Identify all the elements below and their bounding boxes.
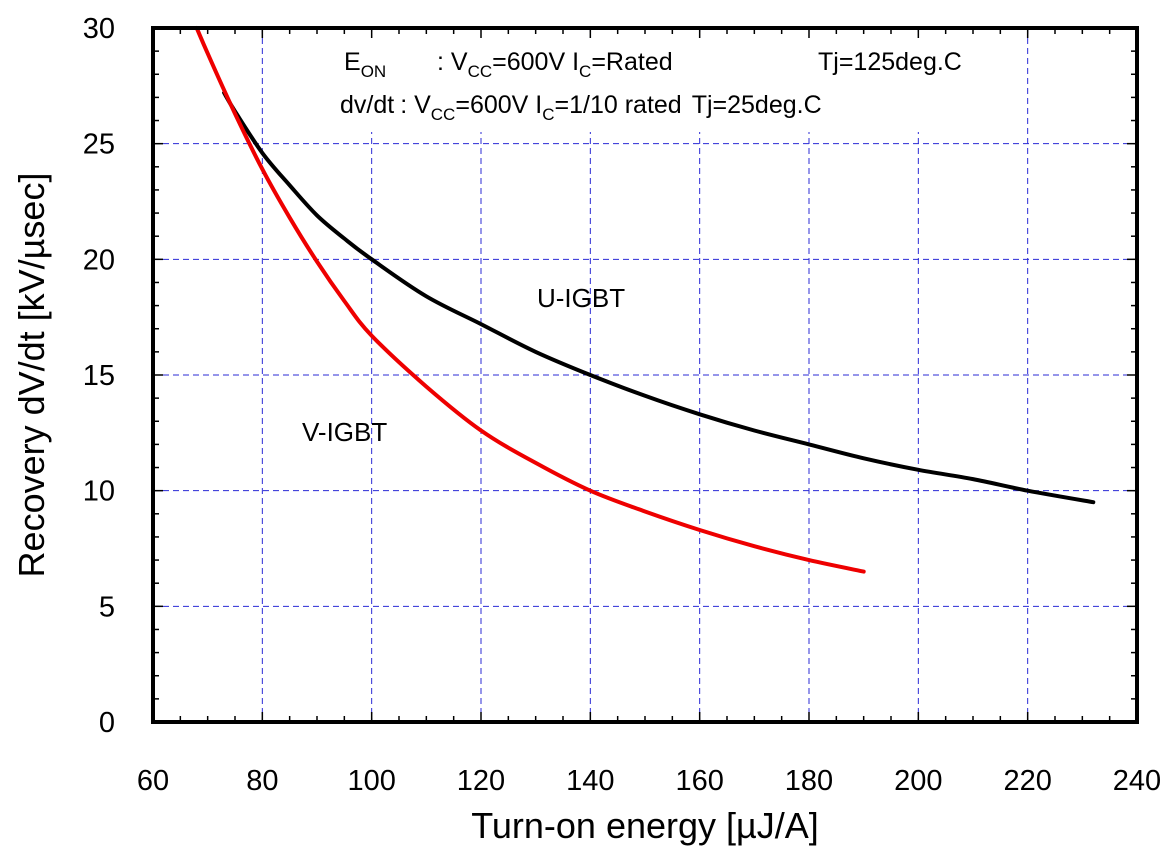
dvdt-ic-sub: C [542, 105, 554, 124]
dvdt-tj: Tj=25deg.C [692, 91, 822, 119]
y-tick-labels: 0 5 10 15 20 25 30 [83, 13, 115, 739]
x-tick-label: 220 [1003, 765, 1051, 797]
dvdt-condition-note: dv/dt: VCC=600V IC=1/10 rated Tj=25deg.C [340, 91, 822, 124]
x-axis-title: Turn-on energy [µJ/A] [471, 805, 819, 846]
eon-vcc-sub: CC [468, 62, 493, 81]
y-axis-title: Recovery dV/dt [kV/µsec] [11, 173, 52, 578]
eon-vcc-value: =600V I [492, 48, 579, 76]
x-tick-label: 180 [785, 765, 833, 797]
u-igbt-label: U-IGBT [537, 283, 625, 313]
x-tick-label: 80 [246, 765, 278, 797]
y-tick-label: 30 [83, 13, 115, 45]
y-tick-label: 15 [83, 360, 115, 392]
x-tick-label: 60 [137, 765, 169, 797]
eon-label-sub: ON [361, 62, 387, 81]
x-tick-label: 140 [566, 765, 614, 797]
x-tick-label: 240 [1113, 765, 1161, 797]
u-igbt-line [222, 90, 1096, 505]
y-tick-label: 25 [83, 129, 115, 161]
eon-label: E [344, 48, 361, 76]
eon-condition-note: EON : VCC=600V IC=Rated Tj=125deg.C [344, 48, 962, 81]
eon-sep: : V [437, 48, 468, 76]
eon-ic-value: =Rated [591, 48, 672, 76]
y-tick-label: 10 [83, 476, 115, 508]
dvdt-ic-value: =1/10 rated [555, 91, 682, 119]
dvdt-vcc-sub: CC [431, 105, 456, 124]
dvdt-vcc-value: =600V I [455, 91, 542, 119]
eon-ic-sub: C [579, 62, 591, 81]
grid-lines [153, 28, 1137, 722]
dvdt-label: dv/dt [340, 91, 394, 119]
x-tick-label: 160 [675, 765, 723, 797]
y-tick-label: 0 [99, 707, 115, 739]
x-tick-label: 100 [347, 765, 395, 797]
y-tick-label: 5 [99, 591, 115, 623]
v-igbt-label: V-IGBT [302, 417, 387, 447]
v-igbt-line [194, 26, 866, 574]
x-tick-label: 120 [457, 765, 505, 797]
x-tick-labels: 60 80 100 120 140 160 180 200 220 240 [137, 765, 1161, 797]
series-lines [194, 26, 1096, 574]
y-tick-label: 20 [83, 244, 115, 276]
annotation-background [312, 32, 1002, 132]
x-tick-label: 200 [894, 765, 942, 797]
eon-tj: Tj=125deg.C [818, 48, 962, 76]
plot-frame [151, 26, 1139, 724]
dvdt-sep: : V [400, 91, 431, 119]
